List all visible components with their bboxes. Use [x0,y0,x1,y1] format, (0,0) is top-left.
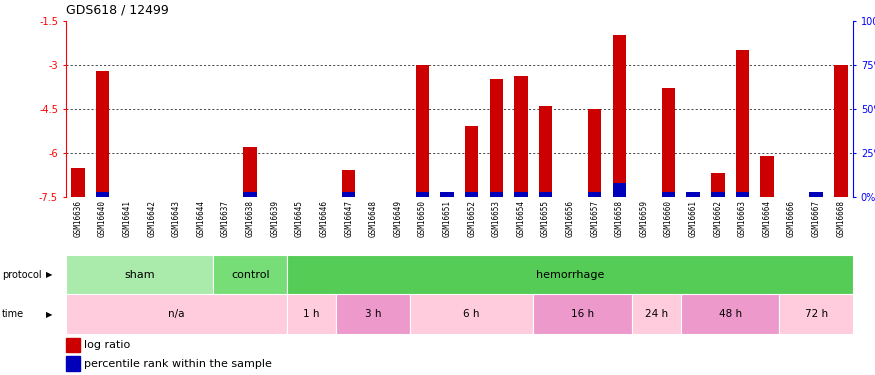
Text: 48 h: 48 h [718,309,742,319]
Bar [465,126,479,197]
Bar [514,192,528,197]
Bar [66,338,80,352]
Bar [66,255,213,294]
Text: GSM16660: GSM16660 [664,200,673,237]
Bar [287,255,853,294]
Bar [662,192,676,197]
Bar [95,70,109,197]
Bar [612,183,626,197]
Text: n/a: n/a [168,309,185,319]
Bar [588,109,601,197]
Bar [632,294,681,334]
Bar [539,106,552,197]
Text: time: time [2,309,24,319]
Text: 3 h: 3 h [365,309,382,319]
Bar [489,80,503,197]
Text: GSM16641: GSM16641 [123,200,131,237]
Bar [243,192,257,197]
Text: GSM16644: GSM16644 [197,200,206,237]
Text: control: control [231,270,270,280]
Text: GSM16655: GSM16655 [541,200,550,237]
Bar [66,356,80,371]
Bar [681,294,780,334]
Text: GSM16648: GSM16648 [368,200,378,237]
Bar [342,192,355,197]
Bar [336,294,410,334]
Text: hemorrhage: hemorrhage [536,270,605,280]
Text: GSM16668: GSM16668 [836,200,845,237]
Text: GSM16642: GSM16642 [147,200,157,237]
Bar [410,294,533,334]
Text: GSM16651: GSM16651 [443,200,452,237]
Bar [214,255,287,294]
Text: ▶: ▶ [46,310,52,319]
Bar [809,192,823,197]
Text: GSM16636: GSM16636 [74,200,82,237]
Text: log ratio: log ratio [84,340,130,350]
Text: GSM16647: GSM16647 [344,200,354,237]
Bar [66,294,287,334]
Text: GSM16643: GSM16643 [172,200,181,237]
Text: GSM16637: GSM16637 [221,200,230,237]
Text: GSM16666: GSM16666 [788,200,796,237]
Bar [489,192,503,197]
Text: GDS618 / 12499: GDS618 / 12499 [66,4,168,17]
Text: GSM16656: GSM16656 [565,200,575,237]
Bar [243,147,257,197]
Text: GSM16663: GSM16663 [738,200,747,237]
Bar [686,192,700,197]
Text: GSM16654: GSM16654 [516,200,525,237]
Text: 72 h: 72 h [805,309,828,319]
Text: GSM16659: GSM16659 [640,200,648,237]
Bar [760,156,774,197]
Bar [736,50,749,197]
Text: 6 h: 6 h [464,309,480,319]
Bar [662,88,676,197]
Bar [514,76,528,197]
Text: 24 h: 24 h [645,309,668,319]
Text: GSM16646: GSM16646 [319,200,328,237]
Bar [834,64,848,197]
Bar [71,168,85,197]
Bar [736,192,749,197]
Text: GSM16664: GSM16664 [762,200,772,237]
Text: ▶: ▶ [46,270,52,279]
Bar [711,173,724,197]
Bar [711,192,724,197]
Bar [440,192,454,197]
Text: 16 h: 16 h [570,309,594,319]
Text: percentile rank within the sample: percentile rank within the sample [84,359,271,369]
Text: GSM16653: GSM16653 [492,200,500,237]
Bar [95,192,109,197]
Bar [416,192,430,197]
Bar [533,294,632,334]
Text: GSM16645: GSM16645 [295,200,304,237]
Bar [588,192,601,197]
Bar [465,192,479,197]
Bar [539,192,552,197]
Text: protocol: protocol [2,270,41,280]
Text: GSM16658: GSM16658 [615,200,624,237]
Text: GSM16652: GSM16652 [467,200,476,237]
Bar [612,35,626,197]
Text: GSM16667: GSM16667 [812,200,821,237]
Text: GSM16638: GSM16638 [246,200,255,237]
Text: 1 h: 1 h [304,309,320,319]
Text: GSM16661: GSM16661 [689,200,697,237]
Text: GSM16662: GSM16662 [713,200,722,237]
Bar [416,64,430,197]
Bar [287,294,336,334]
Text: GSM16640: GSM16640 [98,200,107,237]
Text: GSM16650: GSM16650 [418,200,427,237]
Text: GSM16657: GSM16657 [591,200,599,237]
Text: GSM16649: GSM16649 [394,200,402,237]
Text: GSM16639: GSM16639 [270,200,279,237]
Bar [342,170,355,197]
Text: sham: sham [124,270,155,280]
Bar [780,294,853,334]
